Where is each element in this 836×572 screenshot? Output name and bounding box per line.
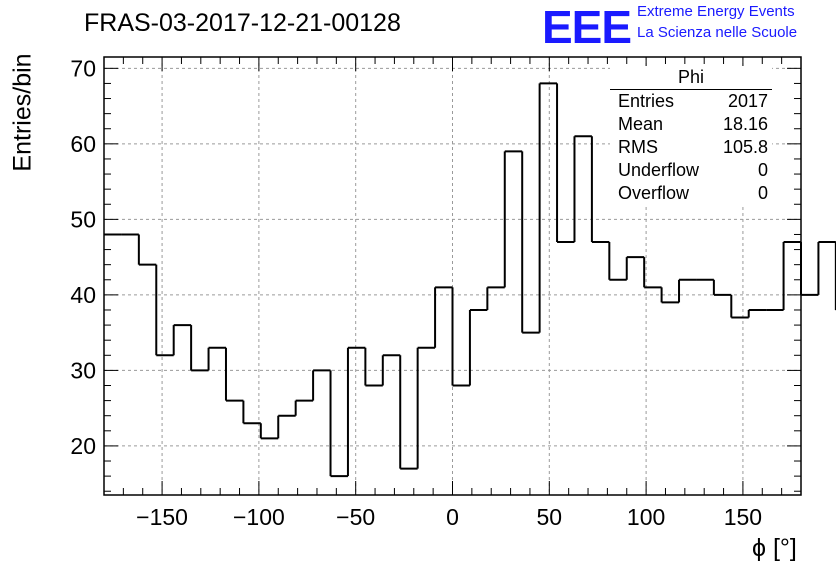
stats-box: Phi Entries 2017 Mean 18.16 RMS 105.8 Un… <box>610 66 772 205</box>
x-tick-label: 150 <box>724 504 762 530</box>
y-tick-label: 50 <box>70 206 96 232</box>
stats-row-entries: Entries 2017 <box>610 90 772 113</box>
stats-value: 105.8 <box>722 137 768 157</box>
y-tick-label: 40 <box>70 282 96 308</box>
histogram-series <box>104 82 836 478</box>
eee-logo: EEE <box>542 1 632 53</box>
y-tick-label: 20 <box>70 433 96 459</box>
stats-key: Underflow <box>618 160 700 180</box>
stats-key: Overflow <box>618 183 690 203</box>
y-tick-label: 30 <box>70 357 96 383</box>
stats-row-underflow: Underflow 0 <box>610 159 772 182</box>
stats-value: 2017 <box>727 91 768 111</box>
logo-line-1: Extreme Energy Events <box>637 3 795 20</box>
stats-key: RMS <box>618 137 658 157</box>
tick-labels: −150 −100 −50 0 50 100 150 20 30 40 50 60 70 <box>70 55 762 530</box>
chart-title: FRAS-03-2017-12-21-00128 <box>84 9 401 37</box>
x-tick-label: 100 <box>627 504 665 530</box>
x-tick-label: 0 <box>446 504 459 530</box>
stats-value: 0 <box>757 183 768 203</box>
stats-row-overflow: Overflow 0 <box>610 182 772 205</box>
stats-title: Phi <box>610 66 772 90</box>
axes <box>103 56 802 496</box>
x-tick-label: −100 <box>233 504 285 530</box>
y-tick-label: 70 <box>70 55 96 81</box>
logo-line-2: La Scienza nelle Scuole <box>637 24 798 41</box>
x-tick-label: 50 <box>537 504 563 530</box>
stats-value: 0 <box>757 160 768 180</box>
y-axis-label: Entries/bin <box>8 53 37 172</box>
y-tick-label: 60 <box>70 131 96 157</box>
stats-value: 18.16 <box>722 114 768 134</box>
x-tick-label: −150 <box>136 504 188 530</box>
stats-key: Entries <box>618 91 675 111</box>
stats-row-rms: RMS 105.8 <box>610 136 772 159</box>
stats-key: Mean <box>618 114 664 134</box>
x-axis-label: ϕ [°] <box>752 534 797 562</box>
x-tick-label: −50 <box>336 504 375 530</box>
stats-row-mean: Mean 18.16 <box>610 113 772 136</box>
